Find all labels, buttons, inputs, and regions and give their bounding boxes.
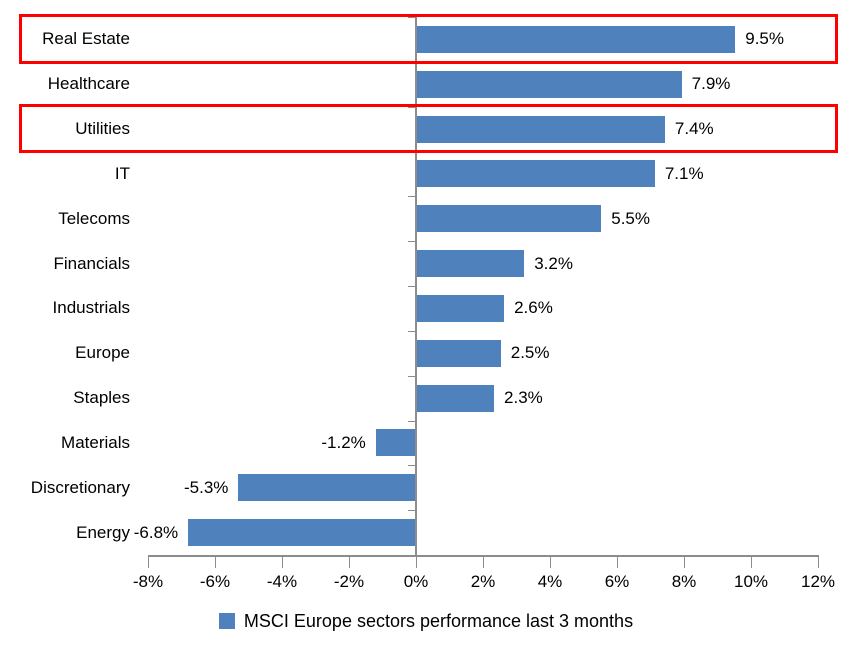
value-label-it: 7.1% bbox=[664, 163, 704, 183]
highlight-box-real-estate bbox=[19, 14, 838, 64]
value-label-industrials: 2.6% bbox=[514, 298, 553, 318]
bar-industrials bbox=[417, 294, 505, 322]
category-axis-tick bbox=[408, 330, 415, 332]
x-tick-label: 10% bbox=[733, 572, 769, 591]
highlight-box-utilities bbox=[19, 103, 838, 154]
bar-financials bbox=[417, 250, 525, 278]
value-label-financials: 3.2% bbox=[534, 253, 573, 273]
bar-healthcare bbox=[417, 70, 682, 98]
x-tick-label: 0% bbox=[403, 572, 429, 591]
value-axis-tick bbox=[148, 557, 149, 568]
bar-materials bbox=[375, 429, 416, 457]
legend-label: MSCI Europe sectors performance last 3 m… bbox=[243, 610, 634, 631]
x-tick-label: 8% bbox=[671, 572, 697, 591]
bar-europe bbox=[417, 339, 501, 367]
category-axis-tick bbox=[408, 420, 415, 422]
x-tick-label: 6% bbox=[604, 572, 630, 591]
value-label-materials: -1.2% bbox=[321, 432, 366, 452]
category-axis-tick bbox=[408, 196, 415, 198]
category-label-utilities: Utilities bbox=[75, 119, 130, 139]
value-axis-tick bbox=[282, 557, 283, 568]
value-label-discretionary: -5.3% bbox=[184, 477, 229, 497]
category-label-telecoms: Telecoms bbox=[58, 208, 130, 228]
value-axis-tick bbox=[483, 557, 484, 568]
value-label-europe: 2.5% bbox=[510, 343, 550, 363]
category-label-industrials: Industrials bbox=[52, 298, 130, 318]
value-label-telecoms: 5.5% bbox=[611, 208, 650, 228]
bar-utilities bbox=[417, 115, 665, 143]
category-label-healthcare: Healthcare bbox=[47, 74, 130, 94]
bar-telecoms bbox=[417, 205, 602, 233]
category-axis-tick bbox=[408, 106, 415, 108]
value-axis-tick bbox=[617, 557, 618, 568]
x-tick-label: -4% bbox=[266, 572, 298, 591]
value-axis-line bbox=[148, 555, 819, 557]
bar-discretionary bbox=[238, 474, 416, 502]
x-tick-label: -2% bbox=[333, 572, 365, 591]
value-axis-tick bbox=[751, 557, 752, 568]
category-label-real-estate: Real Estate bbox=[42, 29, 130, 49]
x-tick-label: -6% bbox=[199, 572, 231, 591]
category-axis-tick bbox=[408, 375, 415, 377]
x-tick-label: -8% bbox=[132, 572, 164, 591]
value-label-staples: 2.3% bbox=[504, 388, 543, 408]
value-axis-tick bbox=[416, 557, 417, 568]
value-axis-tick bbox=[550, 557, 551, 568]
value-axis-tick bbox=[818, 557, 819, 568]
category-label-discretionary: Discretionary bbox=[30, 477, 130, 497]
bar-real-estate bbox=[417, 25, 736, 53]
value-label-healthcare: 7.9% bbox=[691, 74, 731, 94]
chart-legend: MSCI Europe sectors performance last 3 m… bbox=[0, 606, 852, 636]
category-axis-tick bbox=[408, 510, 415, 512]
x-tick-label: 4% bbox=[537, 572, 563, 591]
category-axis-tick bbox=[408, 17, 415, 18]
category-axis-line bbox=[415, 17, 417, 555]
category-axis-tick bbox=[408, 465, 415, 467]
value-axis-tick bbox=[684, 557, 685, 568]
bar-staples bbox=[417, 384, 495, 412]
category-label-it: IT bbox=[114, 163, 130, 183]
value-axis-tick bbox=[215, 557, 216, 568]
value-label-utilities: 7.4% bbox=[674, 119, 714, 139]
bar-energy bbox=[188, 519, 416, 547]
value-label-energy: -6.8% bbox=[133, 522, 179, 542]
x-tick-label: 2% bbox=[470, 572, 496, 591]
category-label-energy: Energy bbox=[76, 522, 130, 542]
category-label-staples: Staples bbox=[73, 388, 130, 408]
bar-it bbox=[417, 160, 655, 188]
category-label-financials: Financials bbox=[53, 253, 130, 273]
legend-swatch-icon bbox=[218, 613, 235, 629]
category-label-materials: Materials bbox=[61, 432, 130, 452]
x-tick-label: 12% bbox=[800, 572, 836, 591]
category-label-europe: Europe bbox=[75, 343, 130, 363]
value-label-real-estate: 9.5% bbox=[745, 29, 784, 49]
category-axis-tick bbox=[408, 286, 415, 287]
category-axis-tick bbox=[408, 241, 415, 243]
value-axis-tick bbox=[349, 557, 350, 568]
